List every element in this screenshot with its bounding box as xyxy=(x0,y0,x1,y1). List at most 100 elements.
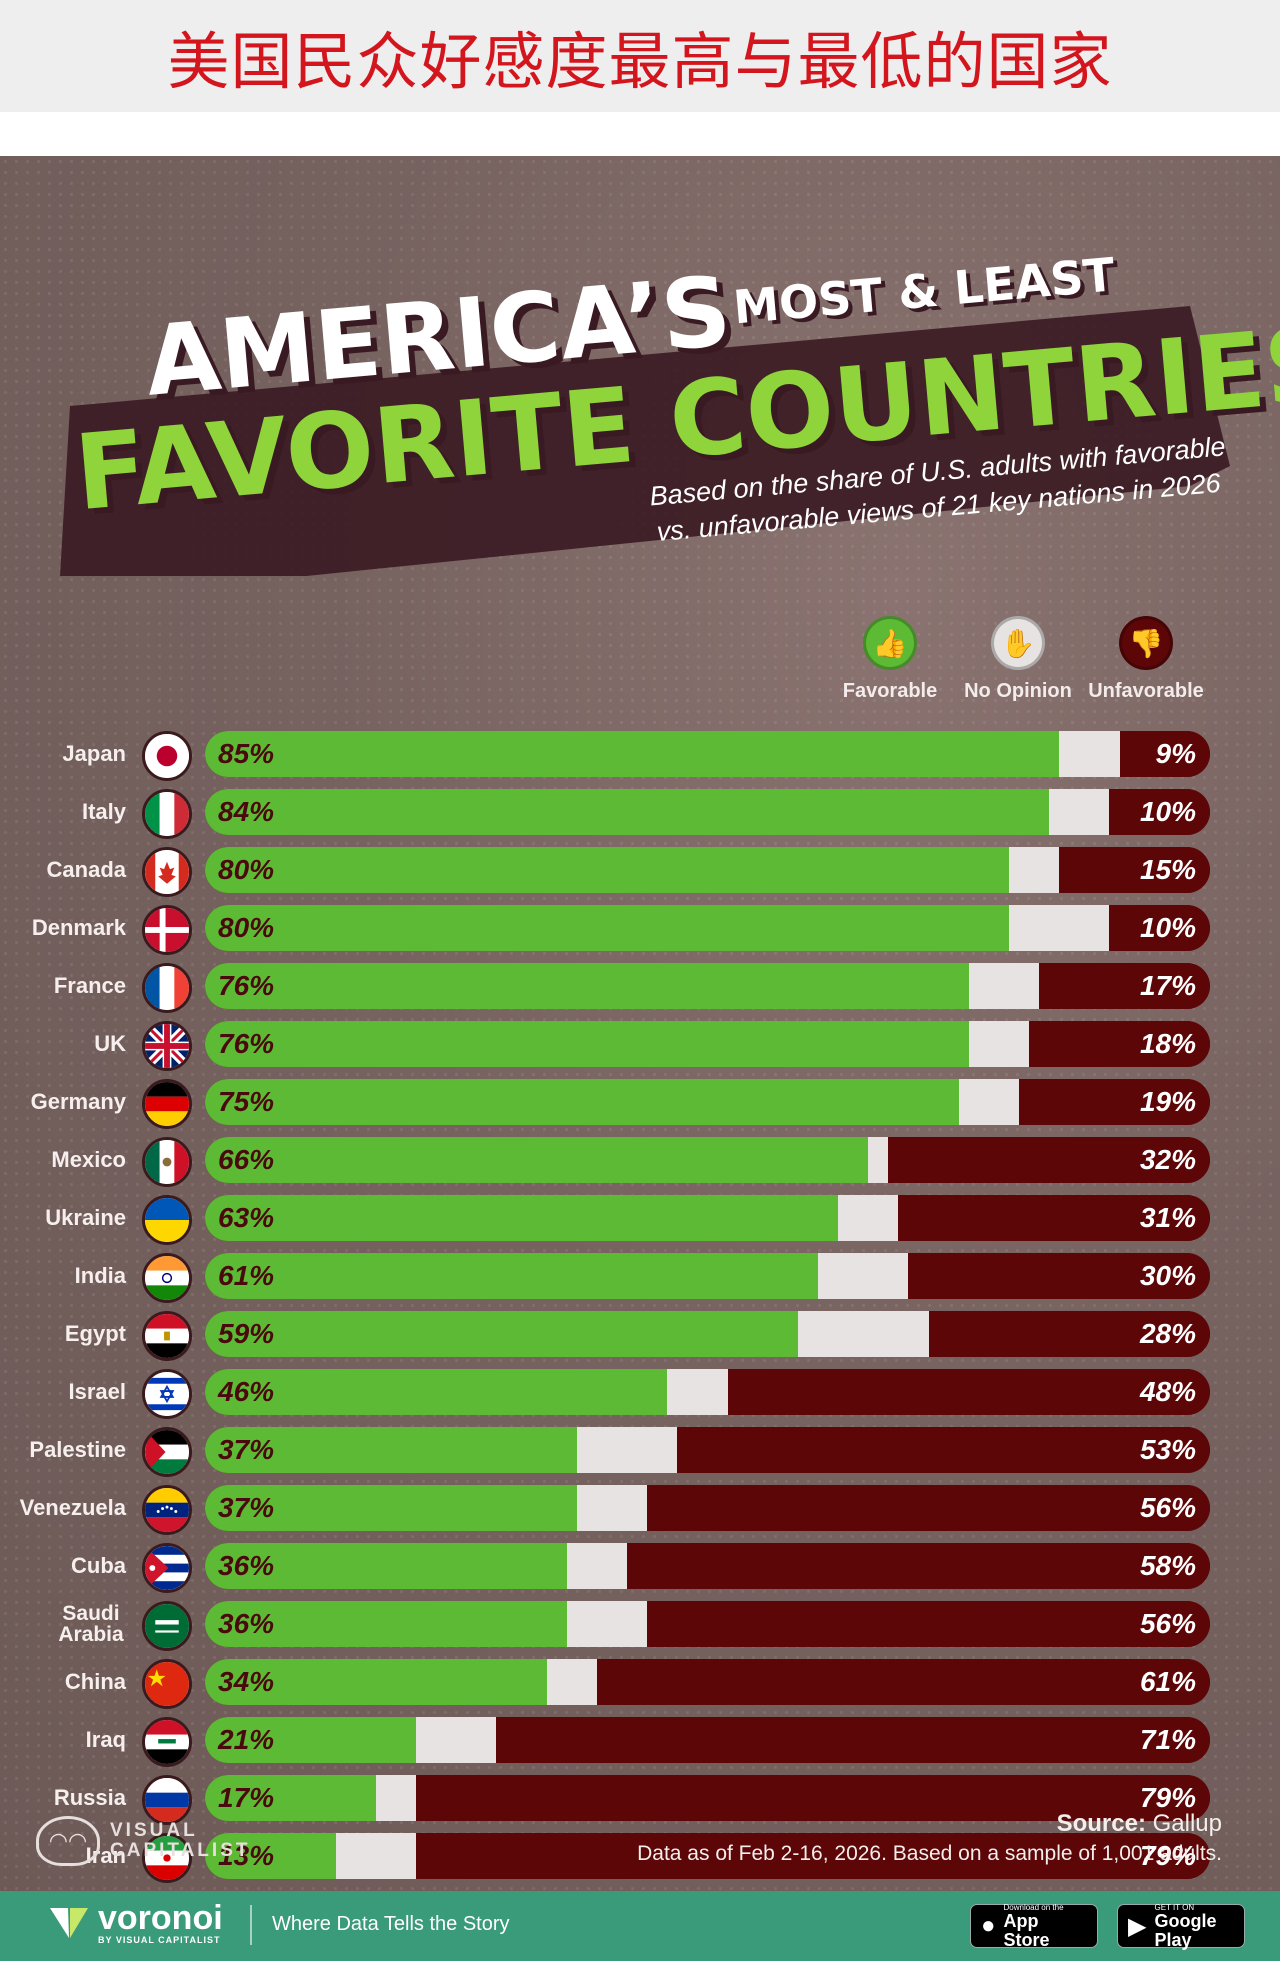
stacked-bar xyxy=(205,1021,1210,1067)
flag-icon xyxy=(142,905,192,955)
unfavorable-value-label: 9% xyxy=(1155,738,1196,769)
chart-row: Saudi Arabia 36% 56% xyxy=(0,1599,1280,1651)
country-label: Russia xyxy=(53,1785,126,1810)
vc-line2: CAPITALIST xyxy=(110,1840,251,1861)
favorable-value-label: 46% xyxy=(218,1376,275,1407)
bar-favorable xyxy=(205,1021,969,1067)
flag-icon xyxy=(142,731,192,781)
bar-no-opinion xyxy=(376,1775,416,1821)
play-icon: ▶ xyxy=(1128,1912,1147,1940)
stacked-bar xyxy=(205,1717,1210,1763)
stacked-bar xyxy=(205,847,1210,893)
country-label: Cuba xyxy=(71,1553,126,1578)
bar-unfavorable xyxy=(1039,963,1210,1009)
headline: AMERICA’S AMERICA’S MOST & LEAST MOST & … xyxy=(60,247,1280,576)
favorable-value-label: 37% xyxy=(218,1434,275,1465)
bar-unfavorable xyxy=(416,1775,1210,1821)
unfavorable-value-label: 61% xyxy=(1139,1666,1196,1697)
flag-icon xyxy=(142,847,192,897)
favorable-value-label: 75% xyxy=(218,1086,275,1117)
bar-unfavorable xyxy=(929,1311,1210,1357)
bar-unfavorable xyxy=(627,1543,1210,1589)
stacked-bar xyxy=(205,963,1210,1009)
stacked-bar xyxy=(205,1079,1210,1125)
chart-row: Egypt 59% 28% xyxy=(0,1309,1280,1361)
bar-unfavorable xyxy=(597,1659,1210,1705)
flag-icon xyxy=(142,1659,192,1709)
stacked-bar xyxy=(205,1775,1210,1821)
infographic: AMERICA’S AMERICA’S MOST & LEAST MOST & … xyxy=(0,156,1280,1891)
stacked-bar xyxy=(205,1427,1210,1473)
favorable-value-label: 59% xyxy=(218,1318,275,1349)
flag-icon xyxy=(142,1311,192,1361)
flag-icon xyxy=(142,1137,192,1187)
bar-no-opinion xyxy=(969,963,1039,1009)
unfavorable-value-label: 18% xyxy=(1139,1028,1196,1059)
bar-no-opinion xyxy=(577,1427,677,1473)
source-note: Data as of Feb 2-16, 2026. Based on a sa… xyxy=(637,1842,1222,1865)
flag-icon xyxy=(142,1369,192,1419)
unfavorable-value-label: 30% xyxy=(1139,1260,1196,1291)
bar-no-opinion xyxy=(1009,847,1059,893)
stacked-bar xyxy=(205,1311,1210,1357)
bar-no-opinion xyxy=(818,1253,908,1299)
bar-favorable xyxy=(205,1311,798,1357)
vc-line1: VISUAL xyxy=(110,1820,198,1841)
country-label: Venezuela xyxy=(19,1495,126,1520)
google-play-small: GET IT ON xyxy=(1154,1902,1195,1912)
unfavorable-value-label: 31% xyxy=(1139,1202,1196,1233)
flag-icon xyxy=(142,1543,192,1593)
country-label: Italy xyxy=(81,799,126,824)
chart-row: Cuba 36% 58% xyxy=(0,1541,1280,1593)
bar-favorable xyxy=(205,1369,667,1415)
stacked-bar xyxy=(205,905,1210,951)
bar-no-opinion xyxy=(547,1659,597,1705)
stacked-bar xyxy=(205,1833,1210,1879)
unfavorable-value-label: 10% xyxy=(1139,796,1196,827)
country-label: France xyxy=(53,973,126,998)
bar-favorable xyxy=(205,1427,577,1473)
stacked-bar xyxy=(205,1543,1210,1589)
favorable-value-label: 76% xyxy=(218,970,275,1001)
google-play-button[interactable]: ▶ GET IT ON Google Play xyxy=(1117,1902,1245,1950)
unfavorable-value-label: 58% xyxy=(1139,1550,1196,1581)
flag-icon xyxy=(142,1775,192,1825)
stacked-bar xyxy=(205,789,1210,835)
favorable-value-label: 13% xyxy=(218,1840,275,1871)
app-store-button[interactable]: ● Download on the App Store xyxy=(970,1902,1098,1949)
unfavorable-value-label: 53% xyxy=(1139,1434,1196,1465)
country-label: Egypt xyxy=(64,1321,126,1346)
flag-icon xyxy=(142,1195,192,1245)
voronoi-logo[interactable]: voronoi BY VISUAL CAPITALIST xyxy=(48,1901,223,1945)
bar-favorable xyxy=(205,1079,959,1125)
unfavorable-value-label: 19% xyxy=(1139,1086,1196,1117)
chart-row: Denmark 80% 10% xyxy=(0,903,1280,955)
bar-favorable xyxy=(205,1775,376,1821)
favorable-value-label: 36% xyxy=(218,1550,275,1581)
country-label: UK xyxy=(94,1031,126,1056)
flag-icon xyxy=(142,1833,192,1883)
country-label: Denmark xyxy=(31,915,126,940)
bar-unfavorable xyxy=(1109,789,1210,835)
country-label: Germany xyxy=(30,1089,126,1114)
bar-unfavorable xyxy=(908,1253,1210,1299)
bar-unfavorable xyxy=(677,1427,1210,1473)
chart-row: Israel 46% 48% xyxy=(0,1367,1280,1419)
bar-unfavorable xyxy=(898,1195,1210,1241)
unfavorable-value-label: 28% xyxy=(1139,1318,1196,1349)
bar-favorable xyxy=(205,847,1009,893)
favorable-value-label: 21% xyxy=(218,1724,275,1755)
google-play-big: Google Play xyxy=(1154,1910,1217,1950)
favorable-value-label: 17% xyxy=(218,1782,275,1813)
thumbs-up-icon: 👍 xyxy=(863,616,917,670)
country-label: Palestine xyxy=(29,1437,126,1462)
source-name: Gallup xyxy=(1152,1810,1222,1837)
bar-unfavorable xyxy=(647,1485,1210,1531)
country-label: India xyxy=(74,1263,126,1288)
bar-favorable xyxy=(205,1485,577,1531)
bar-no-opinion xyxy=(567,1601,647,1647)
country-label: Ukraine xyxy=(45,1205,126,1230)
bar-no-opinion xyxy=(416,1717,496,1763)
stacked-bar xyxy=(205,1369,1210,1415)
app-store-small: Download on the xyxy=(1003,1902,1064,1912)
